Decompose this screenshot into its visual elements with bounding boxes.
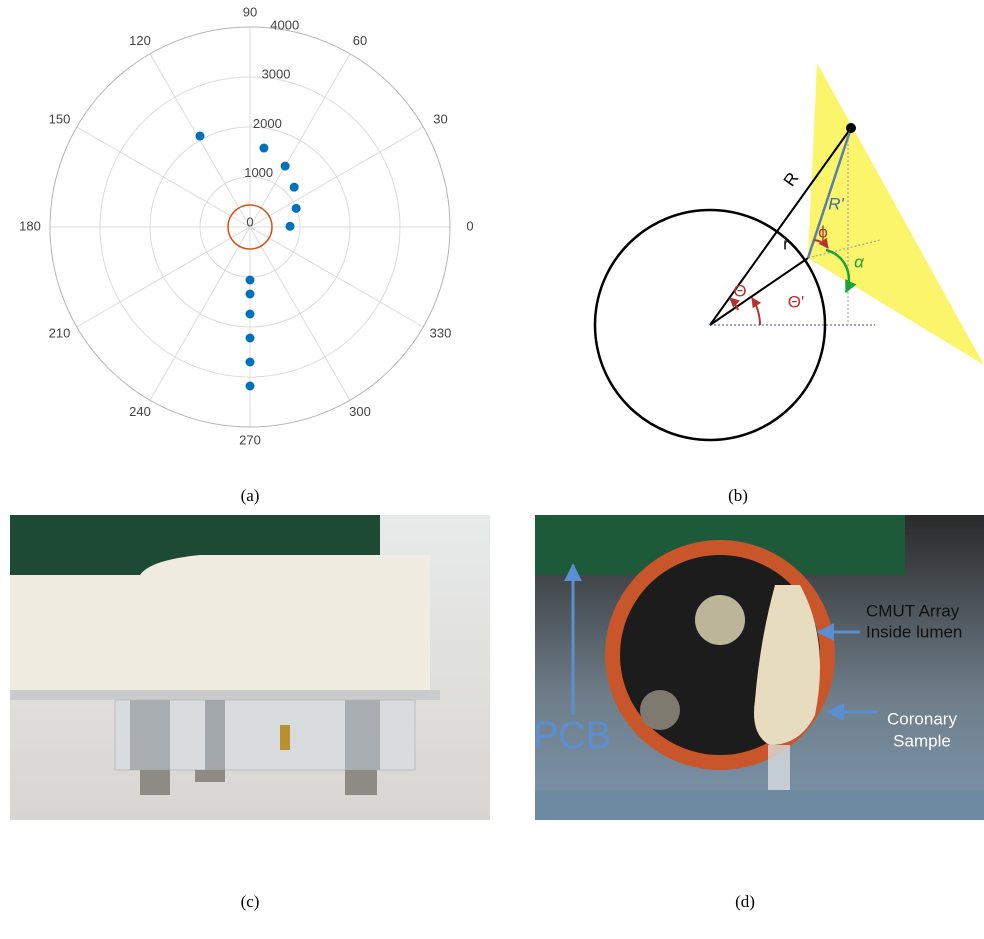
normal [807, 239, 881, 259]
point [245, 289, 255, 299]
sample-label: Sample [893, 731, 951, 750]
point [245, 381, 255, 391]
angle-tick-label: 300 [349, 404, 371, 419]
angle-tick-label: 150 [49, 111, 71, 126]
point [195, 131, 205, 141]
point [289, 182, 299, 192]
label-r: r [783, 234, 789, 253]
r-tick-label: 1000 [244, 165, 273, 180]
photo-c [10, 515, 490, 820]
angle-tick-label: 330 [430, 325, 452, 340]
r-tick-label: 0 [246, 214, 253, 229]
r-tick-label: 3000 [262, 67, 291, 82]
beam [808, 63, 984, 365]
label-theta-prime: Θ' [788, 292, 804, 311]
polar-chart: 0 30 60 90 120 150 180 210 240 270 300 330 0 1000 2000… [19, 4, 473, 447]
cmut-label: Inside lumen [866, 622, 962, 641]
R-prime-line [806, 127, 853, 259]
label-R: R [780, 169, 803, 190]
label-alpha: α [854, 252, 865, 271]
label-phi: ϕ [818, 222, 828, 241]
ring [149, 126, 351, 328]
sample-label: Coronary [887, 709, 957, 728]
point [259, 143, 269, 153]
angle-tick-label: 0 [466, 218, 473, 233]
point [245, 309, 255, 319]
cmut-label: CMUT Array [866, 601, 960, 620]
vessel-circle [593, 208, 827, 442]
point [245, 275, 255, 285]
caption: (a) [241, 486, 260, 505]
caption: (c) [241, 892, 260, 911]
angle-tick-label: 180 [19, 218, 41, 233]
target [846, 123, 856, 133]
point [285, 221, 295, 231]
r-tick-label: 2000 [253, 116, 282, 131]
alpha-arc [825, 248, 857, 294]
phi-arc [813, 237, 829, 249]
diagram: R R' r ϕ α Θ Θ' [593, 63, 984, 442]
angle-tick-label: 120 [129, 33, 151, 48]
ring [99, 76, 401, 378]
r-line [709, 257, 809, 326]
theta-prime-arc [751, 297, 762, 326]
caption: (b) [728, 486, 748, 505]
label-theta: Θ [733, 281, 746, 300]
R-line [709, 127, 852, 326]
pcb-label: PCB [533, 715, 611, 757]
angle-tick-label: 30 [433, 111, 447, 126]
point [280, 161, 290, 171]
ring [49, 26, 451, 428]
caption: (d) [735, 892, 755, 911]
angle-tick-label: 60 [353, 33, 367, 48]
angle-tick-label: 270 [239, 432, 261, 447]
point [291, 203, 301, 213]
reference-circle [227, 204, 273, 250]
label-R-prime: R' [828, 194, 844, 213]
r-tick-label: 4000 [270, 17, 299, 32]
photo-d: PCB CMUT Array Inside lumen Coronary Sam… [533, 515, 984, 820]
angle-tick-label: 240 [129, 404, 151, 419]
angle-tick-label: 90 [243, 4, 257, 19]
theta-arc [729, 297, 740, 311]
point [245, 357, 255, 367]
angle-tick-label: 210 [49, 325, 71, 340]
point [245, 333, 255, 343]
